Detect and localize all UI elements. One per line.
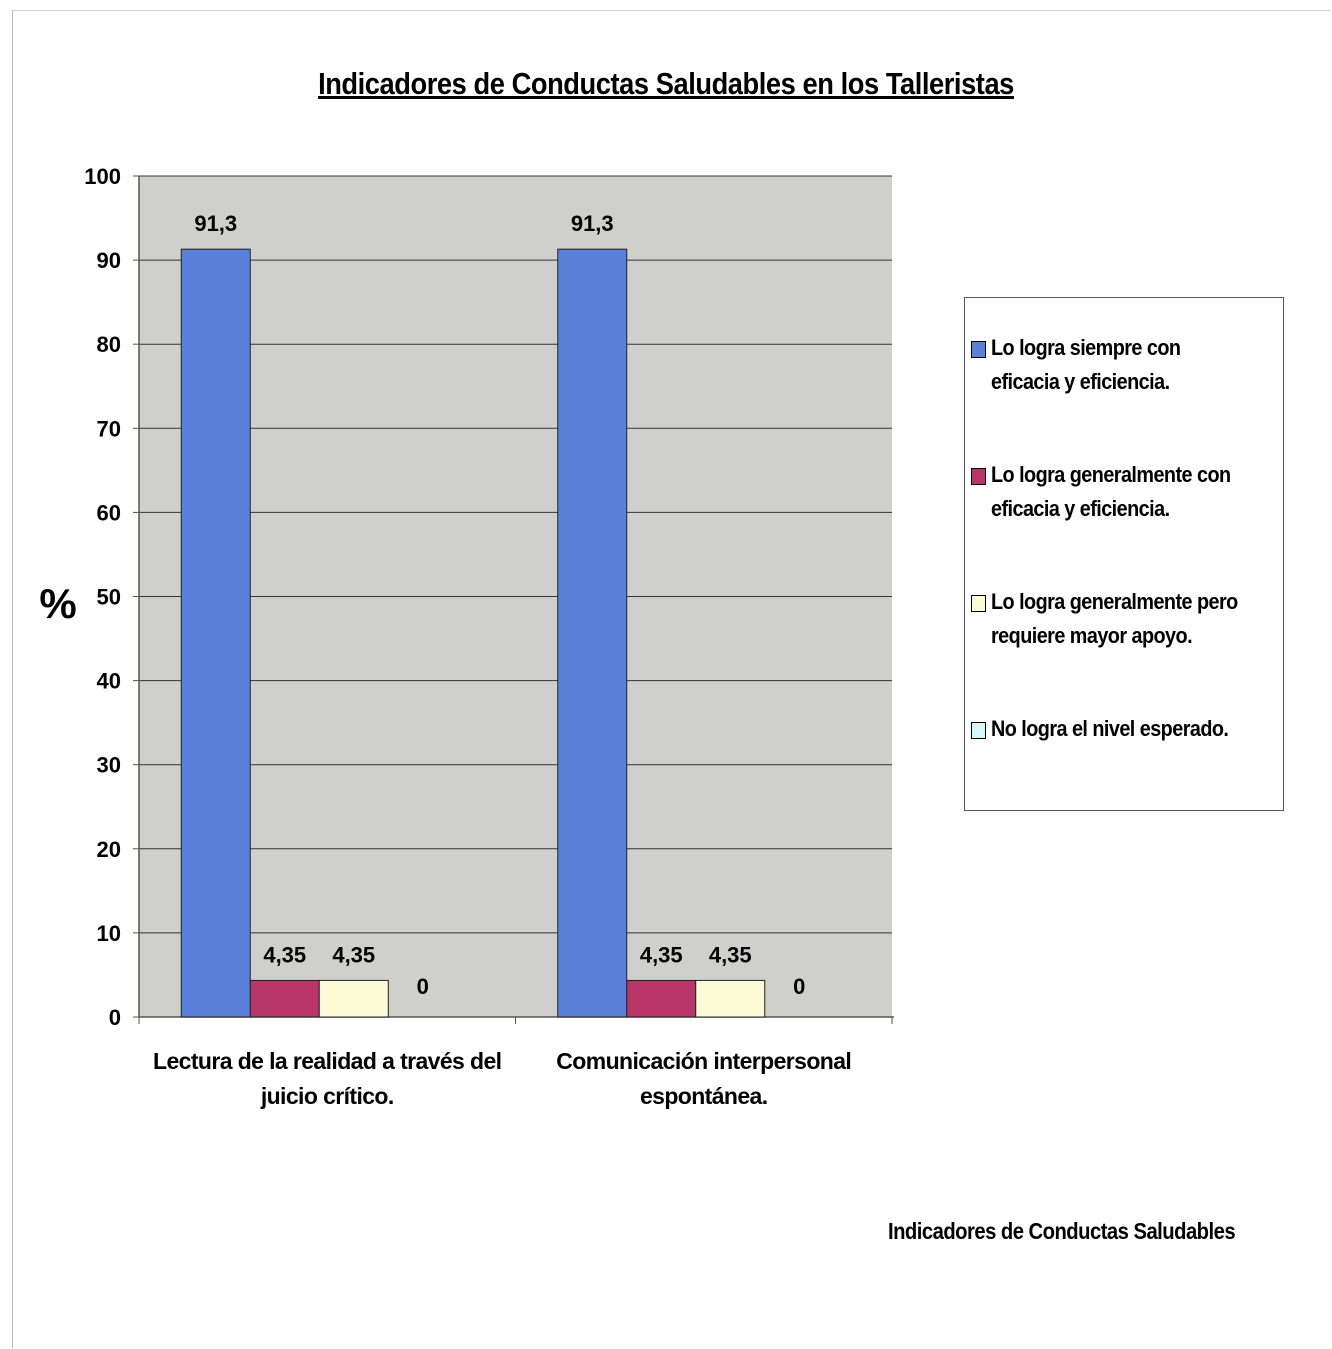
legend-label: Lo logra generalmente con eficacia y efi… (991, 462, 1231, 521)
x-tick-label: Comunicación interpersonal espontánea. (556, 1048, 851, 1109)
data-label: 4,35 (709, 942, 752, 967)
bar (318, 979, 389, 1018)
bar (180, 248, 251, 1018)
y-tick-label: 60 (97, 500, 121, 525)
x-tick-label-line: espontánea. (640, 1083, 768, 1109)
legend-label: No logra el nivel esperado. (991, 716, 1229, 741)
legend-item: Lo logra generalmente con eficacia y efi… (971, 458, 1281, 526)
legend-swatch (971, 595, 986, 612)
x-tick-label-line: Comunicación interpersonal (556, 1048, 851, 1074)
y-tick-label: 80 (97, 332, 121, 357)
x-axis-title: Indicadores de Conductas Saludables (888, 1218, 1236, 1244)
data-label: 4,35 (640, 942, 683, 967)
legend-swatch (971, 468, 986, 485)
legend-label: Lo logra generalmente pero requiere mayo… (991, 589, 1238, 648)
y-tick-label: 100 (84, 164, 121, 189)
bar (557, 248, 628, 1018)
chart-legend: Lo logra siempre con eficacia y eficienc… (964, 297, 1284, 811)
y-tick-label: 90 (97, 248, 121, 273)
y-tick-label: 70 (97, 416, 121, 441)
legend-label: Lo logra siempre con eficacia y eficienc… (991, 335, 1181, 394)
y-tick-label: 20 (97, 837, 121, 862)
legend-swatch (971, 341, 986, 358)
data-label: 0 (793, 974, 805, 999)
y-tick-label: 30 (97, 753, 121, 778)
legend-item: No logra el nivel esperado. (971, 712, 1281, 746)
bar (249, 979, 320, 1018)
y-tick-label: 40 (97, 669, 121, 694)
bar (695, 979, 766, 1018)
bar (626, 979, 697, 1018)
legend-swatch (971, 722, 986, 739)
y-tick-label: 50 (97, 585, 121, 610)
data-label: 0 (417, 974, 429, 999)
data-label: 4,35 (263, 942, 306, 967)
data-label: 91,3 (571, 211, 614, 236)
y-tick-label: 10 (97, 921, 121, 946)
x-tick-label: Lectura de la realidad a través del juici… (153, 1048, 501, 1109)
chart-frame (12, 10, 1330, 1348)
data-label: 4,35 (332, 942, 375, 967)
data-label: 91,3 (194, 211, 237, 236)
chart-title: Indicadores de Conductas Saludables en l… (318, 66, 1014, 101)
x-tick-label-line: juicio crítico. (260, 1083, 394, 1109)
y-tick-label: 0 (109, 1005, 121, 1030)
y-axis-label: % (39, 580, 76, 627)
legend-item: Lo logra generalmente pero requiere mayo… (971, 585, 1281, 653)
x-tick-label-line: Lectura de la realidad a través del (153, 1048, 501, 1074)
legend-item: Lo logra siempre con eficacia y eficienc… (971, 331, 1281, 399)
